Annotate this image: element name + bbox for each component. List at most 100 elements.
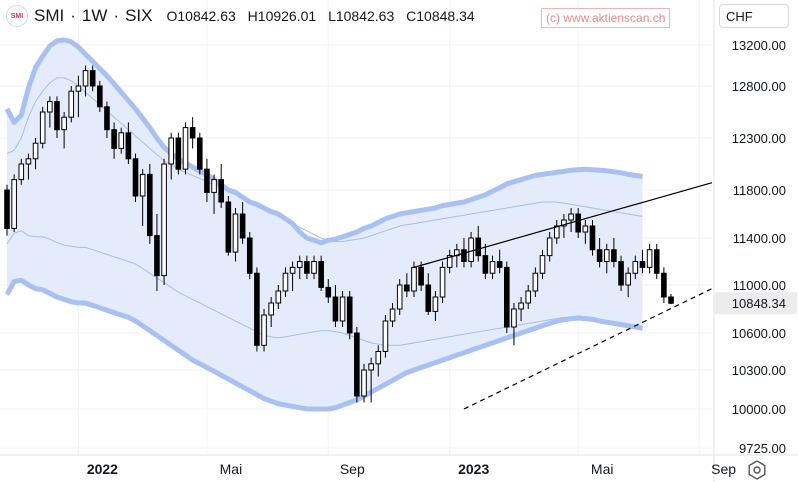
volatility-bands	[4, 37, 643, 412]
candle-body	[282, 272, 289, 292]
candle-body	[532, 272, 539, 292]
candle	[361, 363, 367, 403]
candle-body	[261, 314, 267, 346]
candle-body	[661, 272, 667, 298]
candle	[575, 208, 582, 238]
exchange-label: SIX	[125, 6, 153, 25]
candle-body	[239, 213, 246, 239]
candle	[325, 279, 332, 303]
candle	[196, 132, 203, 175]
candle	[553, 220, 560, 244]
symbol-name[interactable]: SMI	[34, 6, 65, 25]
candle	[282, 267, 289, 297]
candle	[11, 174, 17, 232]
candle-body	[182, 127, 189, 170]
candle-body	[475, 237, 482, 257]
separator-dot: ·	[113, 6, 120, 25]
candle-body	[346, 296, 353, 334]
candle-body	[318, 261, 324, 288]
candle	[239, 202, 246, 244]
candle-body	[382, 320, 389, 352]
separator-dot: ·	[70, 6, 76, 25]
candle-body	[504, 266, 510, 328]
candle-body	[439, 266, 446, 298]
candle	[168, 132, 175, 180]
candle-body	[232, 213, 239, 253]
candle-body	[225, 201, 232, 253]
candle	[375, 345, 382, 377]
price-tick-label: 11800.00	[733, 183, 786, 198]
candle	[225, 196, 232, 256]
time-axis[interactable]: 2022 Mai Sep 2023 Mai Sep	[0, 454, 798, 477]
candle-body	[125, 132, 132, 160]
price-tick-label: 12800.00	[732, 79, 786, 94]
candle	[311, 255, 317, 280]
candle-body	[396, 284, 403, 310]
candle-body	[189, 127, 196, 139]
candle	[68, 86, 75, 123]
currency-selector[interactable]: CHF	[719, 4, 789, 28]
candle-body	[354, 332, 360, 397]
candle-body	[275, 290, 282, 304]
candle	[232, 208, 239, 262]
price-tick-label: 10600.00	[732, 326, 786, 341]
candle	[539, 249, 546, 280]
time-tick-label: Sep	[711, 461, 736, 477]
candle	[582, 220, 589, 244]
candle-body	[375, 351, 382, 365]
candle-body	[325, 286, 332, 298]
candle-body	[139, 173, 146, 197]
candle-body	[468, 237, 474, 262]
candle-body	[582, 225, 589, 233]
candle-body	[632, 261, 639, 274]
candle	[161, 158, 167, 285]
candle	[632, 255, 639, 280]
candle-body	[496, 261, 503, 268]
candle	[439, 261, 446, 303]
candle-body	[104, 106, 110, 131]
interval-label[interactable]: 1W	[81, 6, 108, 25]
candle	[25, 153, 32, 180]
candle	[589, 220, 596, 256]
candle	[625, 267, 631, 297]
candle-body	[668, 296, 674, 304]
candle	[368, 357, 374, 403]
candle-body	[482, 255, 489, 274]
band-inner-upper	[6, 77, 643, 242]
open-value: O10842.63	[166, 8, 236, 24]
candle-body	[511, 308, 517, 328]
candle	[411, 261, 417, 297]
candle-body	[646, 249, 653, 268]
candle	[47, 96, 53, 128]
candle-body	[161, 163, 167, 277]
candle-body	[596, 249, 603, 262]
price-tick-label: 11000.00	[733, 278, 786, 293]
candle-body	[25, 158, 32, 165]
candle-body	[75, 85, 82, 92]
band-inner-lower	[6, 230, 643, 346]
gear-icon[interactable]	[747, 460, 767, 480]
candle-body	[432, 296, 439, 312]
candle	[4, 184, 10, 236]
candle-body	[32, 142, 39, 160]
candle	[39, 106, 46, 149]
candle	[653, 243, 660, 280]
ohlc-values: O10842.63 H10926.01 L10842.63 C10848.34	[166, 8, 482, 24]
candle-body	[611, 249, 617, 262]
candle	[346, 291, 353, 340]
last-price-label: 10848.34	[732, 296, 786, 311]
candle-body	[211, 179, 217, 193]
candle-body	[175, 137, 182, 170]
candle-body	[111, 129, 117, 149]
candle	[568, 208, 574, 232]
band-outer-upper	[4, 37, 643, 246]
candle-body	[568, 213, 574, 221]
price-tick-label: 10000.00	[732, 402, 786, 417]
candle-body	[246, 237, 253, 274]
price-axis[interactable]: 13200.00 12800.00 12300.00 11800.00 11400.00…	[713, 0, 797, 482]
candle-body	[618, 261, 624, 286]
candle	[504, 261, 510, 333]
time-tick-label: 2023	[458, 461, 489, 477]
price-tick-label: 13200.00	[732, 38, 786, 53]
